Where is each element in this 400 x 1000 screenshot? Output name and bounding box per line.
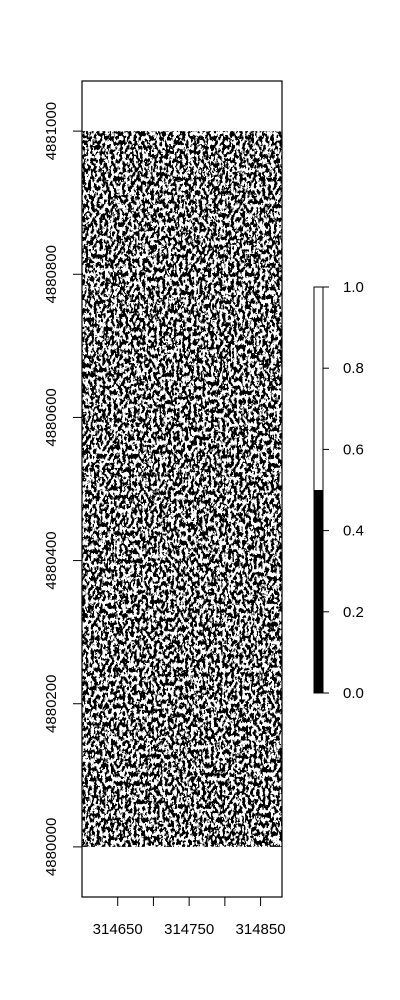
legend-color-band	[314, 490, 323, 693]
legend-tick-label: 0.6	[343, 441, 364, 458]
legend-tick-label: 0.0	[343, 685, 364, 702]
raster-image	[82, 131, 282, 847]
legend-tick-label: 0.4	[343, 523, 364, 540]
y-tick-label: 4880400	[43, 531, 60, 589]
x-tick-label: 314750	[164, 921, 214, 938]
y-tick-label: 4880200	[43, 675, 60, 733]
y-tick-label: 4880000	[43, 818, 60, 876]
legend-color-band	[314, 287, 323, 490]
y-axis: 4880000 4880200 4880400 4880600 4880800 48810…	[43, 102, 82, 876]
legend-tick-label: 0.8	[343, 360, 364, 377]
legend-tick-label: 1.0	[343, 279, 364, 296]
legend-frame	[313, 286, 324, 694]
plot-frame	[81, 80, 283, 898]
x-axis: 314650 314750 314850	[93, 897, 286, 938]
x-tick-label: 314850	[236, 921, 286, 938]
x-tick-label: 314650	[93, 921, 143, 938]
legend-tick-label: 0.2	[343, 604, 364, 621]
legend-colorbar: 0.0 0.2 0.4 0.6 0.8 1.0	[313, 279, 364, 702]
y-tick-label: 4880800	[43, 245, 60, 303]
y-tick-label: 4881000	[43, 102, 60, 160]
y-tick-label: 4880600	[43, 388, 60, 446]
